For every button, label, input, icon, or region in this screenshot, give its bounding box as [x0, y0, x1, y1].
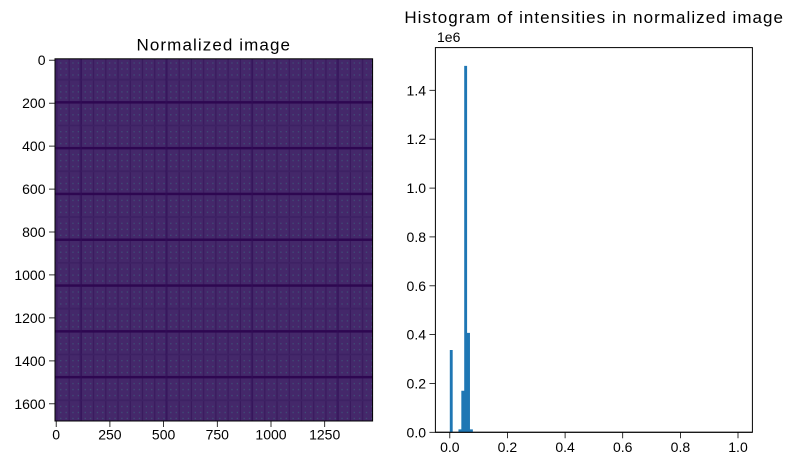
svg-text:800: 800 — [22, 224, 46, 240]
svg-text:0.8: 0.8 — [671, 439, 691, 455]
svg-text:0.8: 0.8 — [407, 229, 427, 245]
svg-text:1.0: 1.0 — [728, 439, 748, 455]
svg-text:Histogram of intensities in no: Histogram of intensities in normalized i… — [404, 8, 784, 27]
svg-text:1200: 1200 — [14, 310, 45, 326]
svg-text:1.0: 1.0 — [407, 180, 427, 196]
svg-text:250: 250 — [98, 427, 122, 443]
svg-text:0: 0 — [38, 52, 46, 68]
svg-text:1600: 1600 — [14, 396, 45, 412]
svg-text:0: 0 — [52, 427, 60, 443]
svg-text:0.6: 0.6 — [613, 439, 633, 455]
svg-text:0.0: 0.0 — [407, 424, 427, 440]
svg-text:1400: 1400 — [14, 353, 45, 369]
svg-text:0.2: 0.2 — [407, 375, 427, 391]
svg-text:Normalized image: Normalized image — [136, 35, 291, 54]
svg-text:1000: 1000 — [14, 267, 45, 283]
svg-text:1e6: 1e6 — [437, 29, 461, 45]
svg-text:0.0: 0.0 — [440, 439, 460, 455]
svg-text:0.2: 0.2 — [498, 439, 518, 455]
svg-text:1.2: 1.2 — [407, 131, 427, 147]
svg-text:1.4: 1.4 — [407, 82, 427, 98]
svg-text:200: 200 — [22, 95, 46, 111]
svg-text:0.6: 0.6 — [407, 278, 427, 294]
svg-text:0.4: 0.4 — [555, 439, 575, 455]
svg-text:750: 750 — [206, 427, 230, 443]
svg-text:400: 400 — [22, 138, 46, 154]
svg-text:1250: 1250 — [309, 427, 340, 443]
svg-text:1000: 1000 — [255, 427, 286, 443]
svg-text:500: 500 — [152, 427, 176, 443]
svg-text:0.4: 0.4 — [407, 327, 427, 343]
svg-text:600: 600 — [22, 181, 46, 197]
